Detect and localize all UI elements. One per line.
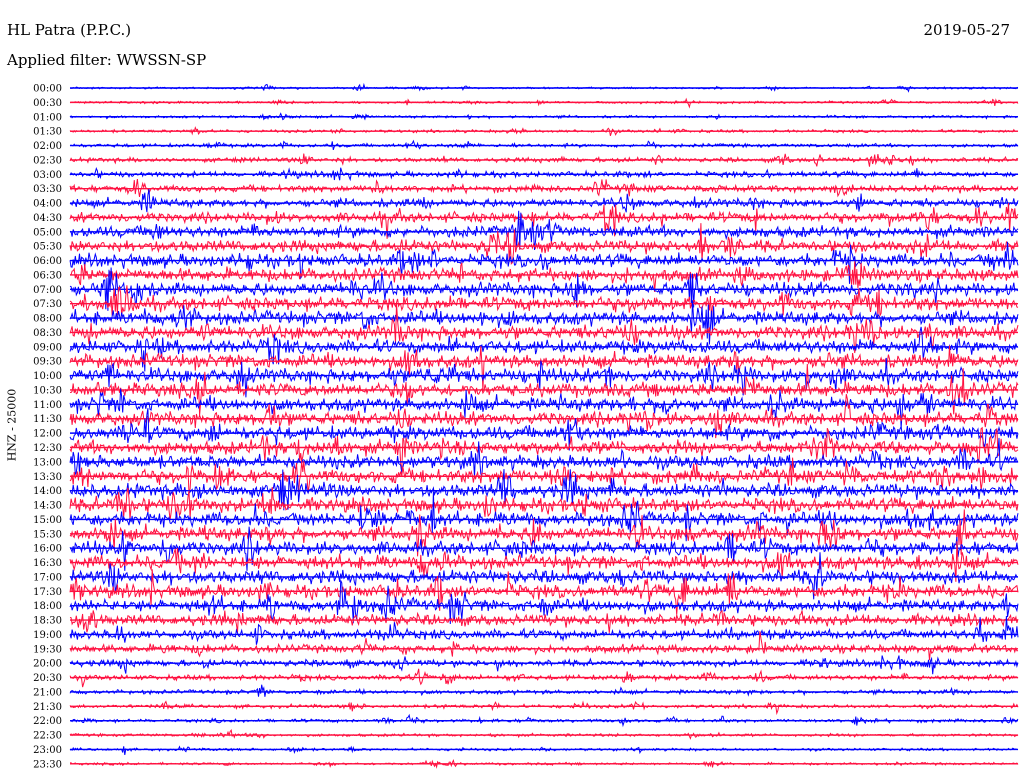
- time-tick-label: 02:30: [33, 155, 62, 166]
- time-tick-label: 05:00: [33, 227, 62, 238]
- time-tick-label: 06:00: [33, 256, 62, 267]
- trace-line: [69, 700, 1019, 716]
- time-tick-label: 22:00: [33, 716, 62, 727]
- time-tick-label: 21:30: [33, 702, 62, 713]
- station-title: HL Patra (P.P.C.): [7, 21, 132, 39]
- trace-line: [69, 609, 1019, 633]
- trace-line: [69, 285, 1019, 318]
- time-tick-label: 08:00: [33, 314, 62, 325]
- time-tick-label: 03:00: [33, 170, 62, 181]
- time-tick-label: 23:30: [33, 759, 62, 770]
- trace-line: [69, 267, 1019, 311]
- time-tick-label: 16:00: [33, 544, 62, 555]
- time-tick-label: 15:30: [33, 529, 62, 540]
- time-tick-label: 22:30: [33, 731, 62, 742]
- time-tick-label: 17:30: [33, 587, 62, 598]
- trace-line: [69, 631, 1019, 661]
- time-tick-label: 19:00: [33, 630, 62, 641]
- time-tick-label: 03:30: [33, 184, 62, 195]
- time-tick-label: 08:30: [33, 328, 62, 339]
- trace-line: [69, 615, 1019, 645]
- time-tick-label: 12:30: [33, 443, 62, 454]
- time-tick-label: 09:30: [33, 357, 62, 368]
- time-tick-label: 06:30: [33, 270, 62, 281]
- trace-line: [69, 241, 1019, 284]
- time-tick-label: 07:00: [33, 285, 62, 296]
- trace-line: [69, 202, 1019, 239]
- trace-line: [69, 388, 1019, 429]
- time-tick-label: 00:00: [33, 84, 62, 95]
- trace-line: [69, 684, 1019, 697]
- time-tick-label: 14:00: [33, 486, 62, 497]
- time-tick-label: 01:00: [33, 112, 62, 123]
- trace-line: [69, 745, 1019, 755]
- time-tick-label: 00:30: [33, 98, 62, 109]
- trace-line: [69, 300, 1019, 345]
- time-tick-label: 17:00: [33, 572, 62, 583]
- trace-line: [69, 357, 1019, 398]
- time-tick-label: 04:00: [33, 199, 62, 210]
- trace-line: [69, 363, 1019, 416]
- trace-line: [69, 487, 1019, 521]
- time-tick-label: 18:00: [33, 601, 62, 612]
- time-tick-label: 15:00: [33, 515, 62, 526]
- time-tick-label: 05:30: [33, 242, 62, 253]
- time-tick-label: 20:30: [33, 673, 62, 684]
- trace-line: [69, 326, 1019, 372]
- trace-line: [69, 437, 1019, 478]
- date-label: 2019-05-27: [923, 21, 1010, 39]
- time-tick-label: 19:30: [33, 644, 62, 655]
- trace-line: [69, 526, 1019, 571]
- time-tick-label: 20:00: [33, 659, 62, 670]
- trace-line: [69, 223, 1019, 265]
- trace-line: [69, 345, 1019, 392]
- trace-line: [69, 491, 1019, 542]
- time-tick-label: 12:00: [33, 429, 62, 440]
- time-tick-label: 09:00: [33, 342, 62, 353]
- time-tick-label: 10:00: [33, 371, 62, 382]
- time-tick-label: 23:00: [33, 745, 62, 756]
- time-tick-label: 10:30: [33, 385, 62, 396]
- time-tick-label: 14:30: [33, 501, 62, 512]
- trace-line: [69, 580, 1019, 625]
- time-tick-label: 01:30: [33, 127, 62, 138]
- time-tick-label: 07:30: [33, 299, 62, 310]
- time-tick-label: 21:00: [33, 687, 62, 698]
- time-tick-label: 18:30: [33, 616, 62, 627]
- time-tick-label: 13:00: [33, 457, 62, 468]
- trace-line: [69, 426, 1019, 471]
- trace-line: [69, 655, 1019, 675]
- trace-line: [69, 189, 1019, 213]
- trace-line: [69, 729, 1019, 740]
- time-tick-label: 02:00: [33, 141, 62, 152]
- trace-line: [69, 393, 1019, 439]
- time-tick-label: 11:00: [33, 400, 62, 411]
- time-tick-label: 13:30: [33, 472, 62, 483]
- time-tick-label: 16:30: [33, 558, 62, 569]
- filter-label: Applied filter: WWSSN-SP: [7, 51, 207, 69]
- trace-line: [69, 261, 1019, 293]
- time-tick-label: 04:30: [33, 213, 62, 224]
- trace-line: [69, 569, 1019, 615]
- time-tick-label: 11:30: [33, 414, 62, 425]
